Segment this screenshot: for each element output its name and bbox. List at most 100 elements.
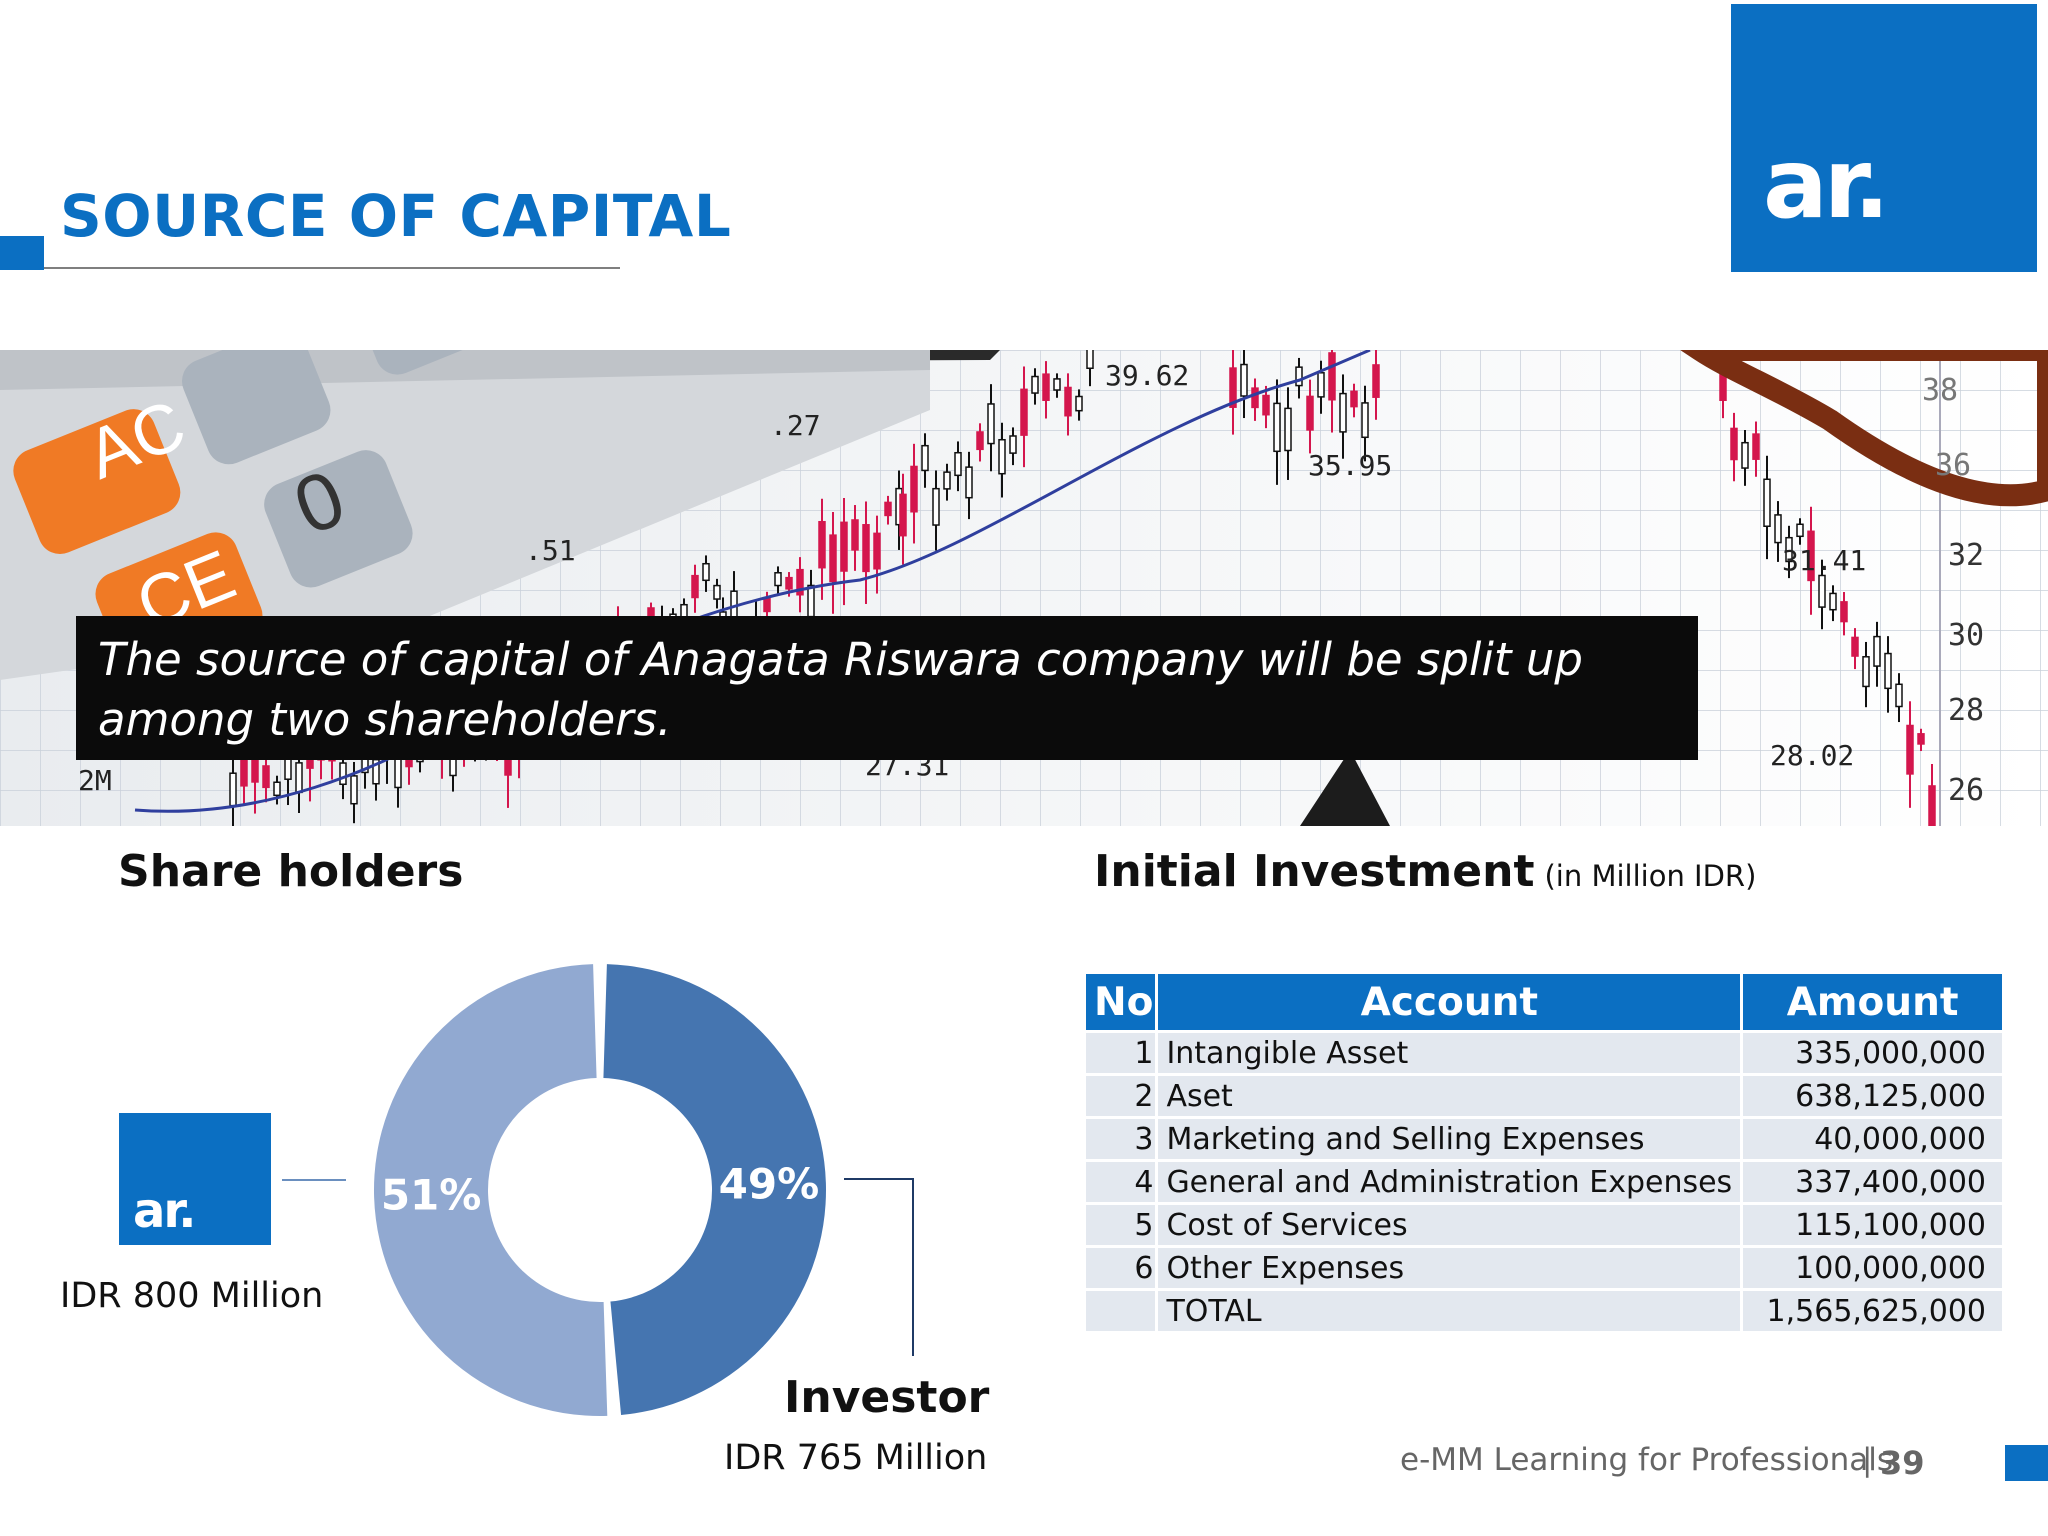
donut-label: 51%	[381, 1170, 482, 1219]
candle-body	[1020, 388, 1028, 436]
candle-body	[1884, 652, 1892, 690]
candle-body	[1339, 392, 1347, 433]
candle-body	[273, 781, 281, 797]
candle-body	[1273, 402, 1281, 453]
page-number: 39	[1880, 1444, 1925, 1482]
chart-label: .27	[770, 409, 821, 442]
candle-body	[1851, 636, 1859, 657]
table-row: 3 Marketing and Selling Expenses 40,000,00…	[1086, 1116, 2002, 1159]
row-number: 2	[1086, 1073, 1159, 1116]
candle-body	[1053, 378, 1061, 391]
candle-body	[763, 597, 771, 613]
candle-body	[1240, 363, 1248, 397]
investment-heading: Initial Investment (in Million IDR)	[1094, 846, 1756, 897]
column-header-account: Account	[1158, 974, 1744, 1030]
footer-text: e-MM Learning for Professionals	[1400, 1442, 1893, 1478]
candle-body	[840, 521, 848, 572]
candle-body	[785, 576, 793, 590]
candle-body	[932, 487, 940, 526]
title-underline	[44, 267, 620, 269]
candle-body	[1262, 394, 1270, 416]
axis-label: 36	[1935, 448, 1971, 483]
axis-label: 32	[1948, 538, 1984, 573]
candle-body	[1328, 352, 1336, 401]
candle-body	[899, 493, 907, 537]
table-row: 2 Aset 638,125,000	[1086, 1073, 2002, 1116]
candle-body	[1350, 390, 1358, 408]
title-accent-bar	[0, 236, 44, 270]
table-row: 1 Intangible Asset 335,000,000	[1086, 1030, 2002, 1073]
column-header-no: No	[1086, 974, 1159, 1030]
candle-body	[1317, 372, 1325, 398]
row-account: Other Expenses	[1158, 1245, 1744, 1288]
candle-body	[339, 762, 347, 786]
candle-body	[976, 431, 984, 451]
shareholders-heading: Share holders	[118, 846, 464, 897]
column-header-amount: Amount	[1743, 974, 2002, 1030]
candle-body	[884, 501, 892, 517]
candle-body	[1009, 435, 1017, 454]
table-row: 5 Cost of Services 115,100,000	[1086, 1202, 2002, 1245]
footer-accent-bar	[2005, 1445, 2048, 1481]
chart-label: 35.95	[1308, 449, 1392, 482]
row-account: TOTAL	[1158, 1288, 1744, 1331]
candle-body	[1862, 656, 1870, 688]
candle-body	[1064, 386, 1072, 417]
candle-body	[1873, 635, 1881, 667]
candle-body	[1042, 373, 1050, 401]
candle-body	[1895, 683, 1903, 708]
candle-body	[1719, 373, 1727, 401]
calculator-graphic: AC CE 0	[0, 350, 930, 680]
row-amount: 100,000,000	[1743, 1245, 2002, 1288]
donut-slice-investor	[603, 964, 826, 1416]
investor-label: Investor	[784, 1372, 990, 1423]
shareholder-amount-left: IDR 800 Million	[60, 1276, 324, 1316]
row-account: Cost of Services	[1158, 1202, 1744, 1245]
candle-body	[965, 466, 973, 499]
candle-body	[1361, 402, 1369, 439]
candle-body	[1372, 364, 1380, 398]
candle-body	[1917, 733, 1925, 745]
investment-unit: (in Million IDR)	[1544, 859, 1757, 893]
connector-line	[282, 1179, 346, 1181]
candle-body	[829, 534, 837, 583]
candle-body	[1829, 592, 1837, 611]
connector-line	[844, 1178, 914, 1180]
row-number	[1086, 1288, 1159, 1331]
page-title: SOURCE OF CAPITAL	[60, 182, 732, 250]
row-number: 3	[1086, 1116, 1159, 1159]
row-account: Aset	[1158, 1073, 1744, 1116]
donut-slice-ar	[373, 964, 608, 1417]
candle-body	[796, 568, 804, 596]
candle-body	[818, 520, 826, 569]
candle-body	[394, 757, 402, 789]
table-row: 6 Other Expenses 100,000,000	[1086, 1245, 2002, 1288]
investment-table: No Account Amount 1 Intangible Asset 335,0…	[1086, 974, 2002, 1331]
chart-label: 2M	[78, 764, 112, 797]
candle-body	[240, 757, 248, 787]
candle-body	[1031, 375, 1039, 394]
shareholder-donut-chart: 49% 51%	[373, 964, 826, 1417]
axis-label: 26	[1948, 773, 1984, 808]
banner-image: AC CE 0 39.62 35.95 .27 .51 31.41 28.02 …	[0, 350, 2048, 826]
row-number: 5	[1086, 1202, 1159, 1245]
row-number: 6	[1086, 1245, 1159, 1288]
caption-text: The source of capital of Anagata Riswara…	[98, 633, 1583, 746]
connector-line	[912, 1178, 914, 1356]
logo-text: ar.	[1763, 128, 1890, 240]
table-row: 4 General and Administration Expenses 337,…	[1086, 1159, 2002, 1202]
candle-body	[713, 584, 721, 600]
row-amount: 335,000,000	[1743, 1030, 2002, 1073]
candle-body	[807, 584, 815, 618]
row-number: 1	[1086, 1030, 1159, 1073]
candle-body	[1906, 724, 1914, 775]
candle-body	[987, 403, 995, 445]
chart-label: 39.62	[1105, 359, 1189, 392]
candle-body	[921, 444, 929, 472]
row-amount: 115,100,000	[1743, 1202, 2002, 1245]
candle-body	[1086, 350, 1094, 369]
candle-body	[1229, 367, 1237, 408]
row-account: Marketing and Selling Expenses	[1158, 1116, 1744, 1159]
shareholder-logo: ar.	[119, 1113, 271, 1245]
candle-body	[1730, 427, 1738, 461]
